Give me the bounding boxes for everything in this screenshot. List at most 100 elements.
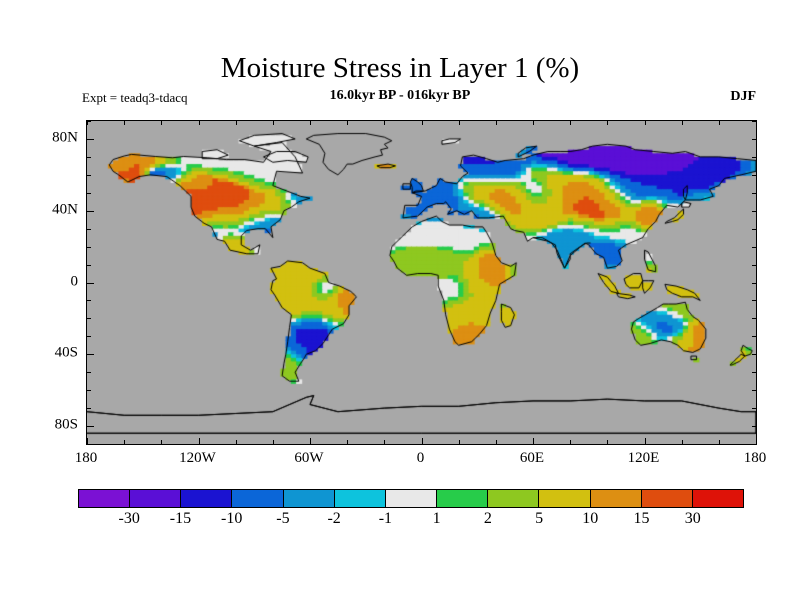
- x-tick-top: [421, 121, 423, 125]
- x-axis-label-120W: 120W: [179, 450, 216, 466]
- y-tick-right: [752, 246, 756, 248]
- moisture-stress-heatmap: [87, 121, 756, 444]
- y-tick: [87, 300, 91, 302]
- colorbar-tick-neg15: -15: [169, 510, 192, 527]
- colorbar-segment-2: [181, 490, 233, 507]
- x-axis-label-0: 0: [416, 450, 425, 466]
- x-tick-top: [756, 120, 757, 125]
- x-tick-top: [570, 121, 572, 125]
- colorbar: [78, 489, 744, 508]
- y-tick-right: [752, 372, 756, 374]
- colorbar-segment-12: [692, 490, 744, 507]
- colorbar-tick-5: 5: [535, 510, 544, 527]
- season-label: DJF: [730, 89, 756, 104]
- y-tick-right: [752, 426, 756, 428]
- x-tick-top: [384, 121, 386, 125]
- x-tick-top: [235, 121, 237, 125]
- y-tick: [87, 390, 91, 392]
- y-tick: [87, 354, 94, 356]
- x-tick-top: [458, 121, 460, 125]
- y-tick: [87, 138, 94, 140]
- y-tick-right: [752, 300, 756, 302]
- x-tick-top: [310, 121, 311, 125]
- colorbar-segment-8: [488, 490, 540, 507]
- x-tick-top: [124, 121, 126, 125]
- x-tick: [161, 440, 163, 444]
- y-tick: [87, 372, 91, 374]
- colorbar-tick-neg2: -2: [327, 510, 341, 527]
- y-tick: [87, 336, 91, 338]
- x-tick: [421, 438, 423, 444]
- y-tick: [87, 210, 94, 212]
- y-tick: [87, 156, 91, 158]
- x-tick: [124, 440, 126, 444]
- x-tick: [310, 438, 311, 444]
- y-tick-right: [752, 156, 756, 158]
- y-tick-right: [752, 354, 756, 356]
- y-tick: [87, 174, 91, 176]
- colorbar-segment-11: [641, 490, 693, 507]
- x-tick-top: [681, 121, 683, 125]
- y-tick: [86, 444, 91, 445]
- y-tick-right: [752, 192, 756, 194]
- x-tick-top: [161, 121, 163, 125]
- colorbar-tick-neg1: -1: [378, 510, 393, 527]
- x-tick: [235, 440, 237, 444]
- x-axis-label-60E: 60E: [519, 450, 545, 466]
- x-axis-label-180: 180: [74, 450, 98, 466]
- y-tick-right: [752, 318, 756, 320]
- y-axis-label-80N: 80N: [52, 129, 78, 146]
- x-axis-label-180: 180: [743, 450, 767, 466]
- x-tick: [198, 438, 200, 444]
- y-tick: [87, 318, 91, 320]
- y-axis-label-80S: 80S: [54, 416, 78, 433]
- x-tick: [347, 440, 349, 444]
- x-tick: [87, 438, 88, 444]
- y-tick: [87, 282, 94, 284]
- x-tick-top: [198, 121, 200, 125]
- x-tick: [495, 440, 497, 444]
- colorbar-segment-6: [385, 490, 438, 507]
- y-tick-right: [752, 264, 756, 266]
- x-tick: [533, 438, 534, 444]
- x-tick-top: [644, 121, 646, 125]
- y-tick-right: [752, 228, 756, 230]
- x-tick-top: [533, 121, 534, 125]
- y-axis-label-40N: 40N: [52, 201, 78, 218]
- y-tick: [87, 426, 94, 428]
- colorbar-tick-neg30: -30: [118, 510, 140, 527]
- subtitle: 16.0kyr BP - 016kyr BP: [329, 88, 471, 103]
- x-tick: [384, 440, 386, 444]
- experiment-label: Expt = teadq3-tdacq: [82, 90, 188, 105]
- colorbar-tick-neg5: -5: [276, 510, 290, 527]
- y-tick-right: [752, 210, 756, 212]
- colorbar-segment-1: [130, 490, 182, 507]
- y-tick-right: [752, 121, 756, 122]
- colorbar-tick-1: 1: [432, 510, 441, 527]
- colorbar-segment-7: [437, 490, 489, 507]
- colorbar-segment-9: [539, 490, 591, 507]
- x-tick-top: [495, 121, 497, 125]
- x-tick: [607, 440, 609, 444]
- x-tick-top: [347, 121, 349, 125]
- colorbar-segment-4: [283, 490, 335, 507]
- y-tick: [87, 264, 91, 266]
- x-tick: [570, 440, 572, 444]
- x-tick-top: [718, 121, 720, 125]
- y-tick: [87, 228, 91, 230]
- x-tick: [272, 440, 274, 444]
- map-plot-area: [86, 120, 757, 445]
- colorbar-tick-30: 30: [684, 510, 701, 527]
- y-tick: [87, 246, 91, 248]
- x-tick: [756, 438, 757, 445]
- y-tick: [87, 408, 91, 410]
- colorbar-segment-10: [590, 490, 642, 507]
- x-tick: [718, 440, 720, 444]
- x-tick-top: [272, 121, 274, 125]
- colorbar-tick-labels: -30 -15 -10 -5 -2 -1 1 2 5 10 15 30: [78, 510, 744, 532]
- y-tick-right: [752, 336, 756, 338]
- y-tick-right: [752, 282, 756, 284]
- y-tick-right: [752, 390, 756, 392]
- y-tick-right: [752, 138, 756, 140]
- x-tick: [644, 438, 646, 444]
